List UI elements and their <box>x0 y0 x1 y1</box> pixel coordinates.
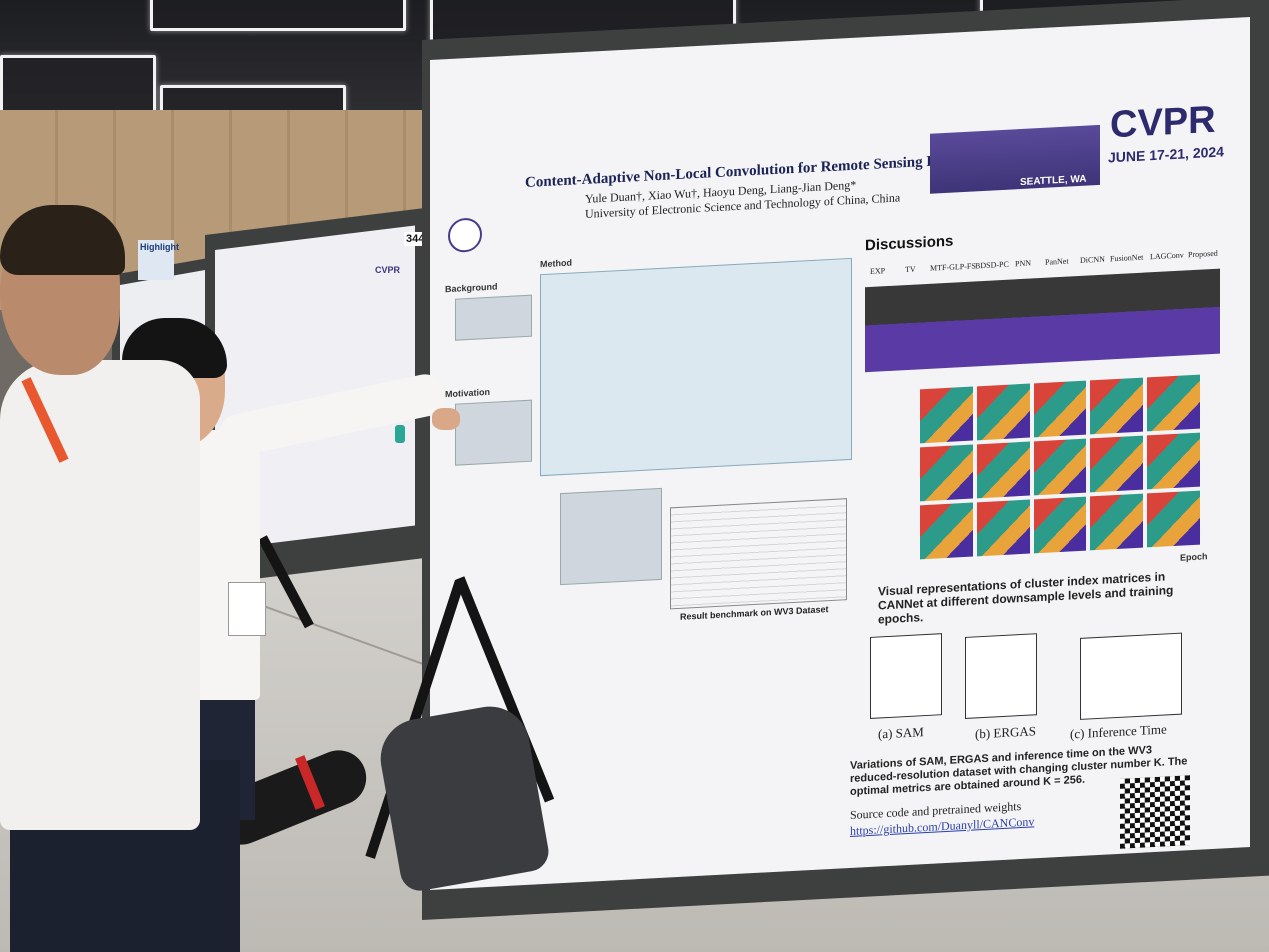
visitor-shirt <box>0 360 200 830</box>
board-number: 344 <box>404 232 427 246</box>
qr-code <box>1120 775 1190 849</box>
highlight-sign-text: Highlight <box>140 242 179 252</box>
visitor-hair <box>0 205 125 275</box>
main-poster: Content-Adaptive Non-Local Convolution f… <box>430 17 1250 890</box>
cluster-map <box>1147 490 1200 548</box>
highlight-sign: Highlight <box>138 240 179 280</box>
cluster-map <box>920 386 973 444</box>
cluster-caption: Visual representations of cluster index … <box>878 569 1174 627</box>
cluster-map <box>1147 432 1200 490</box>
cluster-map <box>1090 435 1144 493</box>
discussions-title: Discussions <box>865 232 954 255</box>
inference-time-plot <box>1080 632 1182 720</box>
discussion-column-label: FusionNet <box>1110 252 1144 264</box>
cluster-map <box>976 383 1030 441</box>
cluster-map <box>1090 377 1144 435</box>
discussion-column-label: DiCNN <box>1080 254 1105 265</box>
discussion-column-label: Proposed <box>1188 248 1218 260</box>
discussion-column-label: BDSD-PC <box>975 259 1009 271</box>
ceiling-light-panel <box>0 55 156 116</box>
discussion-column-label: TV <box>905 264 916 275</box>
presenter-hand <box>432 408 460 430</box>
cluster-index-grid <box>920 374 1200 560</box>
cluster-map <box>1033 496 1087 554</box>
benchmark-table <box>670 498 847 610</box>
motivation-figure <box>455 399 532 466</box>
background-figure <box>455 294 532 341</box>
cluster-map <box>976 499 1030 557</box>
sam-plot <box>870 633 942 719</box>
discussion-column-label: MTF-GLP-FS <box>930 261 976 273</box>
section-method: Method <box>540 257 572 270</box>
cvpr-title: CVPR <box>1110 98 1216 147</box>
cluster-map <box>1147 374 1200 432</box>
cvpr-date: JUNE 17-21, 2024 <box>1108 143 1224 166</box>
method-diagram <box>540 257 852 477</box>
cluster-map <box>976 441 1030 499</box>
plot-label-ergas: (b) ERGAS <box>975 723 1037 742</box>
backpack <box>374 700 552 894</box>
ergas-plot <box>965 633 1037 719</box>
discussion-column-label: LAGConv <box>1150 250 1184 262</box>
epoch-axis-label: Epoch <box>1180 551 1208 563</box>
plot-label-inference: (c) Inference Time <box>1070 721 1167 742</box>
discussion-column-label: PanNet <box>1045 256 1069 267</box>
cluster-map <box>1033 380 1087 438</box>
architecture-figure <box>560 487 662 586</box>
cluster-map <box>1033 438 1087 496</box>
discussion-comparison-strip <box>865 268 1220 373</box>
cluster-map <box>1090 493 1144 551</box>
section-motivation: Motivation <box>445 386 490 400</box>
cluster-map <box>920 444 973 502</box>
discussion-column-label: PNN <box>1015 258 1032 269</box>
section-background: Background <box>445 281 498 295</box>
left-poster-cvpr-logo: CVPR <box>375 265 401 275</box>
presenter-badge <box>228 582 266 636</box>
plot-label-sam: (a) SAM <box>878 724 924 742</box>
discussion-column-label: EXP <box>870 266 886 276</box>
cluster-map <box>920 502 973 560</box>
university-logo <box>448 217 482 254</box>
wristband <box>395 425 405 443</box>
ceiling-light-panel <box>150 0 406 31</box>
